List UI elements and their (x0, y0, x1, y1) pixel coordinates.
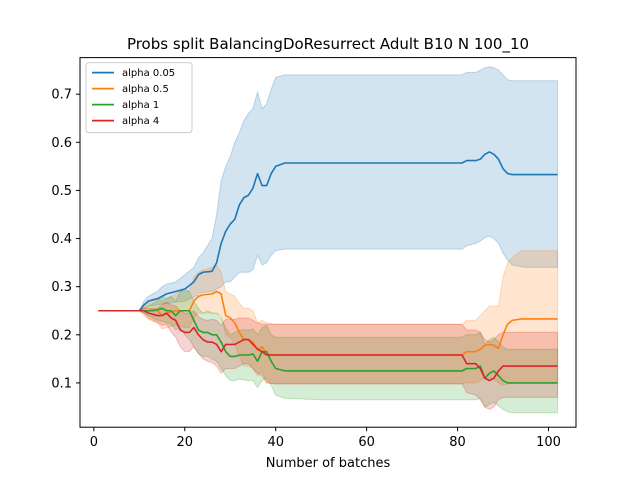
x-axis-label: Number of batches (266, 456, 391, 471)
legend-box (85, 62, 193, 134)
y-tick-label: 0.6 (51, 136, 72, 151)
line-series-0 (98, 151, 558, 312)
chart-title: Probs split BalancingDoResurrect Adult B… (127, 35, 529, 54)
x-tick-label: 60 (358, 435, 375, 450)
legend-entry: alpha 1 (122, 100, 159, 111)
line-series-3 (98, 309, 558, 382)
legend-entry: alpha 0.5 (122, 84, 169, 95)
band-series-1 (98, 250, 559, 386)
line-series-2 (98, 307, 558, 384)
plot-frame (79, 57, 577, 428)
series-lines (98, 151, 558, 384)
legend-entry: alpha 4 (122, 116, 159, 127)
x-tick-label: 100 (536, 435, 561, 450)
legend: alpha 0.05 alpha 0.5 alpha 1 alpha 4 (85, 62, 193, 134)
x-tick-label: 0 (90, 435, 98, 450)
y-tick-label: 0.7 (51, 88, 72, 103)
x-tick-label: 40 (267, 435, 284, 450)
y-tick-label: 0.3 (51, 280, 72, 295)
x-axis-ticks: 0 20 40 60 80 100 (90, 427, 561, 450)
y-tick-label: 0.4 (51, 232, 72, 247)
x-tick-label: 20 (177, 435, 194, 450)
y-tick-label: 0.2 (51, 328, 72, 343)
legend-entry: alpha 0.05 (122, 68, 175, 79)
y-tick-label: 0.1 (51, 376, 72, 391)
y-tick-label: 0.5 (51, 184, 72, 199)
x-tick-label: 80 (449, 435, 466, 450)
y-axis-ticks: 0.1 0.2 0.3 0.4 0.5 0.6 0.7 (51, 88, 80, 391)
band-series-2 (98, 288, 559, 414)
